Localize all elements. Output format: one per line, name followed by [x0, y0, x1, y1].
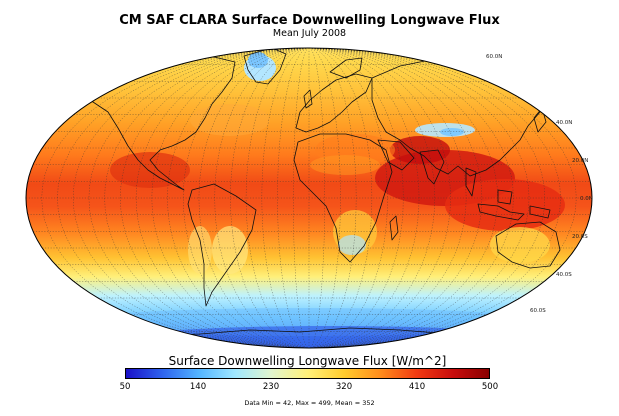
coast-india — [419, 149, 445, 185]
graticule-meridian — [308, 48, 373, 348]
colorbar-tick: 320 — [335, 382, 353, 392]
graticule-meridian — [308, 48, 435, 348]
lat-label-60n: 60.0N — [486, 54, 502, 60]
graticule-meridian — [308, 48, 545, 348]
coast-se-asia — [465, 167, 477, 197]
map-subtitle: Mean July 2008 — [272, 28, 347, 39]
graticule-meridian — [198, 48, 310, 348]
coast-arabia — [377, 139, 415, 171]
colorbar — [125, 368, 490, 379]
lat-label-40s: 40.0S — [556, 272, 572, 278]
graticule-meridian — [230, 48, 310, 348]
lat-label-20s: 20.0S — [572, 234, 588, 240]
coast-borneo — [497, 189, 513, 205]
graticule-meridian — [277, 48, 310, 348]
graticule-meridian — [308, 48, 561, 348]
map-title: CM SAF CLARA Surface Downwelling Longwav… — [119, 13, 500, 28]
coast-uk — [303, 89, 313, 109]
colorbar-tick: 500 — [481, 382, 499, 392]
colorbar-tick: 410 — [408, 382, 426, 392]
graticule-meridian — [308, 48, 467, 348]
graticule-meridian — [73, 48, 310, 348]
coast-new-zealand — [573, 265, 587, 285]
graticule-meridian — [183, 48, 310, 348]
colorbar-tick: 230 — [262, 382, 280, 392]
graticule-meridian — [308, 48, 530, 348]
graticule-meridian — [120, 48, 310, 348]
graticule-meridian — [88, 48, 310, 348]
graticule — [26, 48, 592, 348]
coast-new-guinea — [529, 205, 551, 219]
coast-south-america — [187, 183, 257, 307]
coast-madagascar — [389, 215, 399, 241]
colorbar-tick: 140 — [189, 382, 207, 392]
graticule-meridian — [135, 48, 310, 348]
graticule-meridian — [214, 48, 310, 348]
coast-scandinavia — [329, 57, 363, 79]
graticule-meridian — [261, 48, 310, 348]
colorbar-tick: 50 — [119, 382, 131, 392]
graticule-meridian — [151, 48, 310, 348]
graticule-meridian — [245, 48, 310, 348]
coast-indonesia — [477, 203, 525, 221]
graticule-meridian — [308, 48, 357, 348]
coast-europe — [295, 73, 373, 133]
graticule-meridian — [308, 48, 577, 348]
lat-label-20n: 20.0N — [572, 158, 588, 164]
graticule-meridian — [308, 48, 341, 348]
graticule-meridian — [308, 48, 404, 348]
coast-north-america — [69, 55, 236, 191]
coast-australia — [495, 221, 561, 269]
data-stats: Data Min = 42, Max = 499, Mean = 352 — [244, 399, 375, 407]
graticule-meridian — [308, 48, 483, 348]
graticule-meridian — [57, 48, 310, 348]
lat-label-0n: 0.0N — [580, 196, 593, 202]
lat-label-60s: 60.0S — [530, 308, 546, 314]
graticule-meridian — [41, 48, 310, 348]
graticule-meridian — [308, 48, 420, 348]
coast-africa — [293, 133, 393, 263]
lat-label-40n: 40.0N — [556, 120, 572, 126]
lat-labels: 60.0N 40.0N 20.0N 0.0N 20.0S 40.0S 60.0S — [486, 54, 593, 314]
colorbar-title: Surface Downwelling Longwave Flux [W/m^2… — [168, 354, 447, 368]
globe-outline — [25, 47, 593, 349]
